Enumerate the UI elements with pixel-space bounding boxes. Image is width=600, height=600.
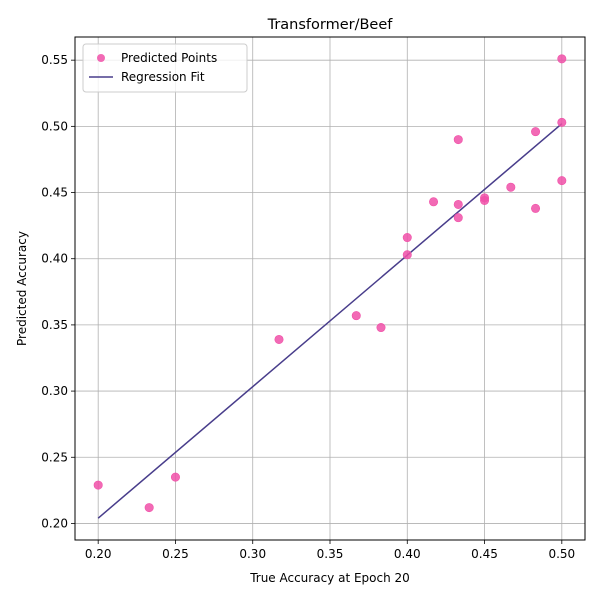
y-tick-label: 0.20 — [41, 516, 68, 530]
scatter-point — [402, 250, 412, 260]
x-tick-label: 0.45 — [471, 547, 498, 561]
plot-area — [93, 54, 567, 519]
x-tick-label: 0.25 — [162, 547, 189, 561]
legend-box — [82, 43, 248, 93]
scatter-point — [429, 197, 439, 207]
scatter-point — [453, 199, 463, 209]
scatter-point — [274, 334, 284, 344]
y-axis-ticks: 0.20 0.25 0.30 0.35 0.40 0.45 0.50 0.55 — [41, 53, 75, 530]
x-axis-ticks: 0.20 0.25 0.30 0.35 0.40 0.45 0.50 — [85, 540, 575, 561]
y-tick-label: 0.55 — [41, 53, 68, 67]
y-tick-label: 0.50 — [41, 119, 68, 133]
scatter-point — [557, 117, 567, 127]
x-axis-label: True Accuracy at Epoch 20 — [249, 571, 410, 585]
grid — [75, 37, 585, 540]
y-tick-label: 0.35 — [41, 318, 68, 332]
legend-label-regression-fit: Regression Fit — [121, 70, 205, 84]
y-tick-label: 0.25 — [41, 450, 68, 464]
y-tick-label: 0.30 — [41, 384, 68, 398]
legend-marker-predicted-points — [97, 54, 105, 62]
legend-label-predicted-points: Predicted Points — [121, 51, 217, 65]
x-tick-label: 0.40 — [394, 547, 421, 561]
scatter-point — [557, 176, 567, 186]
x-tick-label: 0.50 — [548, 547, 575, 561]
scatter-point — [531, 127, 541, 137]
scatter-point — [453, 135, 463, 145]
y-tick-label: 0.45 — [41, 186, 68, 200]
scatter-point — [480, 193, 490, 203]
x-tick-label: 0.30 — [239, 547, 266, 561]
scatter-point — [93, 480, 103, 490]
scatter-point — [376, 323, 386, 333]
x-tick-label: 0.20 — [85, 547, 112, 561]
chart-title: Transformer/Beef — [267, 17, 394, 33]
scatter-point — [506, 182, 516, 192]
regression-line — [97, 123, 563, 519]
scatter-point — [557, 54, 567, 64]
y-axis-label: Predicted Accuracy — [15, 231, 29, 346]
y-tick-label: 0.40 — [41, 252, 68, 266]
scatter-point — [144, 503, 154, 513]
scatter-point — [402, 233, 412, 243]
scatter-point — [453, 213, 463, 223]
scatter-point — [531, 203, 541, 213]
x-tick-label: 0.35 — [317, 547, 344, 561]
scatter-point — [170, 472, 180, 482]
scatter-point — [351, 311, 361, 321]
legend: Predicted Points Regression Fit — [82, 43, 248, 93]
